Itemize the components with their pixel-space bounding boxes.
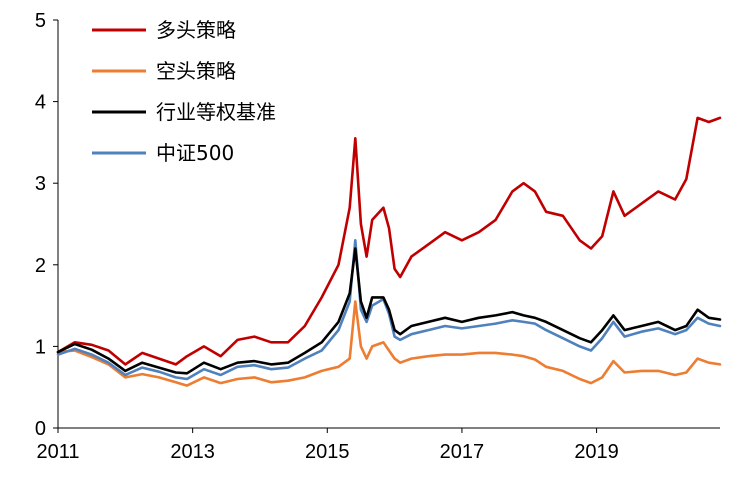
x-tick-label: 2013 bbox=[170, 441, 215, 463]
x-tick-label: 2015 bbox=[305, 441, 350, 463]
y-tick-label: 3 bbox=[35, 173, 46, 195]
series-lines bbox=[56, 116, 722, 387]
x-tick-label: 2011 bbox=[36, 441, 79, 463]
legend-label: 中证500 bbox=[156, 141, 234, 165]
series-line-1 bbox=[56, 300, 722, 387]
legend-label: 行业等权基准 bbox=[156, 100, 276, 124]
x-tick-label: 2017 bbox=[440, 441, 485, 463]
series-line-2 bbox=[56, 247, 722, 375]
y-tick-label: 4 bbox=[35, 92, 46, 114]
axes: 0 1 2 3 4 5 2011 2013 2015 2017 2019 bbox=[35, 10, 720, 463]
series-line-3 bbox=[56, 239, 722, 381]
y-tick-label: 2 bbox=[35, 255, 46, 277]
y-tick-label: 1 bbox=[35, 336, 46, 358]
legend-label: 多头策略 bbox=[156, 18, 236, 42]
legend-label: 空头策略 bbox=[156, 59, 236, 83]
series-line-0 bbox=[56, 116, 722, 366]
y-tick-label: 5 bbox=[35, 10, 46, 32]
x-tick-label: 2019 bbox=[574, 441, 619, 463]
y-tick-label: 0 bbox=[35, 418, 46, 440]
